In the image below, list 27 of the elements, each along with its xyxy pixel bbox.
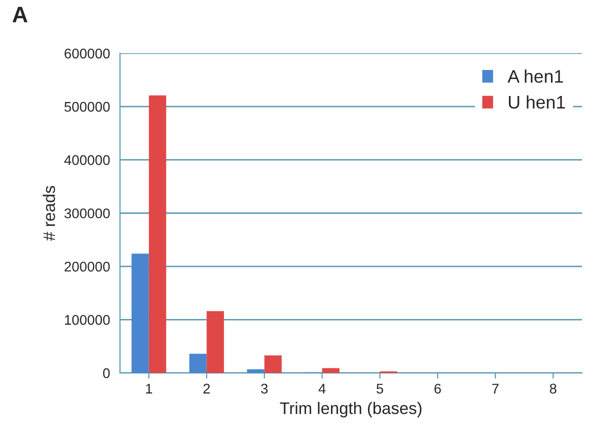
legend-label: U hen1: [508, 95, 565, 109]
x-tick-label: 8: [550, 384, 556, 394]
y-tick-label: 500000: [64, 102, 110, 112]
x-tick-label: 2: [203, 384, 210, 394]
x-tick-label: 7: [492, 384, 499, 394]
bar: [247, 369, 264, 373]
bar: [322, 368, 340, 373]
y-axis-title: # reads: [42, 186, 56, 241]
bar: [148, 95, 166, 373]
bar: [132, 254, 149, 373]
y-tick-label: 600000: [64, 48, 110, 58]
y-tick-label: 300000: [64, 208, 110, 218]
x-tick-label: 4: [318, 384, 326, 394]
legend-label: A hen1: [508, 70, 563, 83]
bar: [264, 355, 282, 373]
x-tick-label: 5: [376, 384, 384, 394]
bar: [206, 311, 224, 373]
y-tick-label: 400000: [64, 155, 110, 166]
x-tick-label: 3: [261, 384, 268, 394]
x-axis-title: Trim length (bases): [280, 402, 422, 418]
y-tick-label: 0: [103, 368, 110, 378]
x-tick-label: 6: [434, 384, 441, 394]
bar: [189, 354, 207, 373]
y-tick-label: 100000: [64, 315, 110, 325]
y-tick-label: 200000: [64, 262, 110, 272]
x-tick-label: 1: [146, 384, 152, 394]
chart-title: A: [12, 6, 28, 22]
